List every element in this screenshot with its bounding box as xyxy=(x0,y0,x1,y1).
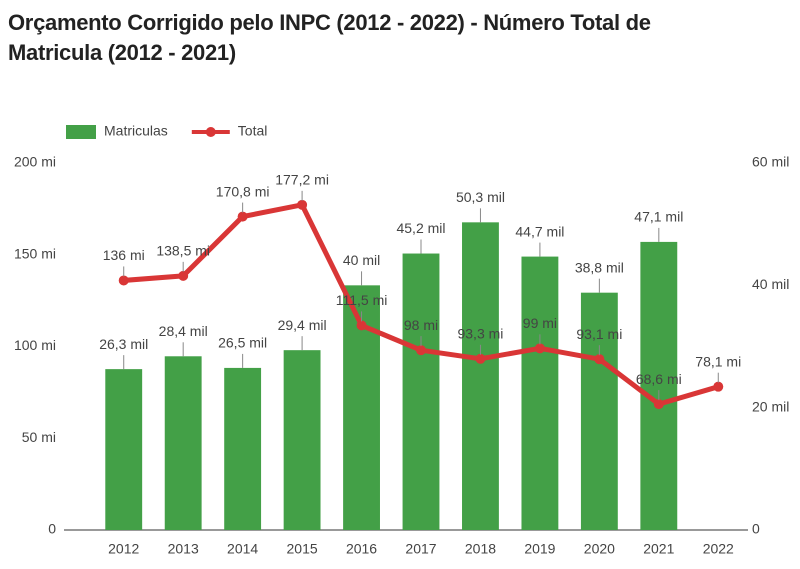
x-tick-label: 2018 xyxy=(465,541,496,557)
x-tick-label: 2021 xyxy=(643,541,674,557)
legend-swatch xyxy=(205,127,216,137)
y2-tick-label: 40 mil xyxy=(752,276,789,292)
bar xyxy=(224,367,262,530)
x-tick-label: 2013 xyxy=(168,541,199,557)
data-label: 47,1 mil xyxy=(634,209,683,225)
point xyxy=(118,275,129,286)
y2-tick-label: 20 mil xyxy=(752,398,789,414)
data-label: 111,5 mi xyxy=(336,292,388,308)
point xyxy=(653,399,664,410)
data-label: 29,4 mil xyxy=(278,317,327,333)
bar xyxy=(521,256,559,530)
chart-title: Orçamento Corrigido pelo INPC (2012 - 20… xyxy=(8,10,651,65)
y2-tick-label: 0 xyxy=(752,521,760,537)
bar xyxy=(640,241,678,530)
legend-swatch xyxy=(66,125,96,139)
y-tick-label: 200 mi xyxy=(14,154,56,170)
data-label: 26,3 mil xyxy=(99,336,148,352)
point xyxy=(534,343,545,354)
point xyxy=(475,353,486,364)
point xyxy=(297,199,308,210)
y-tick-label: 150 mi xyxy=(14,245,56,261)
x-tick-label: 2015 xyxy=(287,541,318,557)
x-tick-label: 2022 xyxy=(703,541,734,557)
data-label: 44,7 mil xyxy=(515,223,564,239)
point xyxy=(178,270,189,281)
bar xyxy=(164,356,202,530)
data-label: 45,2 mil xyxy=(396,220,445,236)
data-label: 38,8 mil xyxy=(575,259,624,275)
bar xyxy=(105,369,143,530)
data-label: 40 mil xyxy=(343,252,380,268)
x-tick-label: 2019 xyxy=(524,541,555,557)
data-label: 99 mi xyxy=(523,315,557,331)
y-tick-label: 50 mi xyxy=(22,429,56,445)
point xyxy=(713,381,724,392)
point xyxy=(237,211,248,222)
data-label: 177,2 mi xyxy=(275,172,329,188)
point xyxy=(594,354,605,365)
x-tick-label: 2014 xyxy=(227,541,258,557)
point xyxy=(356,320,367,331)
point xyxy=(416,345,426,356)
data-label: 68,6 mi xyxy=(636,371,682,387)
data-label: 28,4 mil xyxy=(159,323,208,339)
data-label: 26,5 mil xyxy=(218,335,267,351)
data-label: 98 mi xyxy=(404,317,438,333)
legend-label: Total xyxy=(238,123,268,139)
x-tick-label: 2017 xyxy=(405,541,436,557)
data-label: 170,8 mi xyxy=(216,183,270,199)
data-label: 136 mi xyxy=(103,247,145,263)
data-label: 78,1 mi xyxy=(695,353,741,369)
data-label: 93,3 mi xyxy=(457,325,503,341)
y2-tick-label: 60 mil xyxy=(752,154,789,170)
data-label: 50,3 mil xyxy=(456,189,505,205)
legend-label: Matriculas xyxy=(104,123,168,139)
x-tick-label: 2020 xyxy=(584,541,615,557)
y-tick-label: 0 xyxy=(48,521,56,537)
bar xyxy=(283,350,321,530)
x-tick-label: 2016 xyxy=(346,541,377,557)
data-label: 93,1 mi xyxy=(576,326,622,342)
bar xyxy=(580,292,618,530)
x-tick-label: 2012 xyxy=(108,541,139,557)
data-label: 138,5 mi xyxy=(156,243,210,259)
bar xyxy=(462,222,499,530)
y-tick-label: 100 mi xyxy=(14,337,56,353)
bar xyxy=(402,253,440,530)
